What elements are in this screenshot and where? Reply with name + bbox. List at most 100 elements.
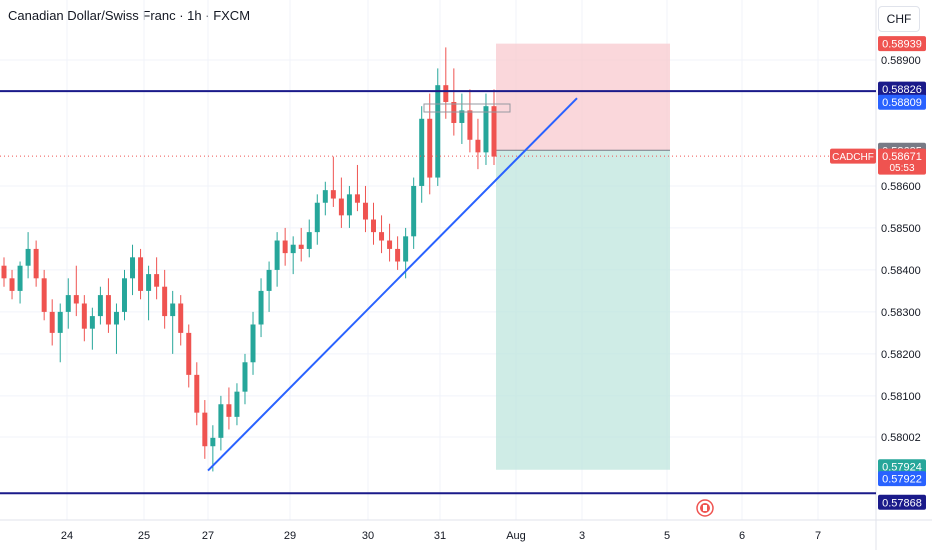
candle-body — [467, 110, 473, 140]
price-tag-bg — [878, 494, 926, 510]
symbol-label-bg — [830, 148, 876, 164]
price-tag-text: 0.57924 — [882, 462, 922, 474]
price-tick-label: 0.58002 — [881, 432, 921, 444]
price-tick-label: 0.58600 — [881, 181, 921, 193]
price-tick-label: 0.58400 — [881, 265, 921, 277]
price-tag-text: 0.57868 — [882, 497, 922, 509]
candle-body — [427, 118, 433, 178]
trendline — [207, 97, 578, 472]
price-tag-bg — [878, 94, 926, 110]
price-tags: 0.589390.588260.588090.586850.579240.579… — [830, 36, 926, 510]
price-tag: 0.57868 — [878, 494, 926, 510]
candle-body — [435, 85, 441, 178]
flag-leaf — [703, 505, 707, 511]
symbol-label-text: CADCHF — [832, 152, 874, 163]
candle-body — [49, 311, 55, 333]
price-tag: 0.57924 — [878, 459, 926, 475]
canada-flag-icon — [696, 499, 714, 517]
time-tick-label: 27 — [202, 530, 214, 542]
candle-body — [290, 244, 296, 254]
candle-body — [17, 265, 23, 291]
time-tick-label: 3 — [579, 530, 585, 542]
candle-body — [178, 303, 184, 333]
take-profit-zone — [496, 150, 670, 470]
annotation-box — [423, 103, 511, 113]
candle-body — [459, 110, 465, 123]
price-tag-text: 0.58939 — [882, 39, 922, 51]
candle-body — [338, 198, 344, 216]
candle-body — [25, 248, 31, 266]
price-tag: 0.57922 — [878, 471, 926, 487]
candle-body — [475, 139, 481, 153]
last-price-tag-text: 0.58671 — [882, 151, 922, 163]
candle-body — [250, 324, 256, 363]
candle-body — [282, 240, 288, 254]
price-tick-label: 0.58100 — [881, 391, 921, 403]
candle-body — [443, 85, 449, 102]
price-tag: 0.58809 — [878, 94, 926, 110]
time-axis: 24 25 27 29 30 31 Aug 3 5 6 7 — [61, 499, 821, 542]
candle-body — [130, 257, 136, 279]
candle-body — [65, 295, 71, 312]
candle-body — [322, 190, 328, 203]
candle-body — [242, 362, 248, 392]
price-tick-label: 0.58500 — [881, 223, 921, 235]
candle-body — [105, 295, 111, 325]
drawings — [0, 90, 876, 495]
candle-body — [274, 240, 280, 270]
candle-body — [154, 274, 160, 287]
candle-body — [306, 232, 312, 249]
position-zones — [496, 43, 670, 470]
stop-loss-zone — [496, 43, 670, 151]
time-tick-label: Aug — [506, 530, 526, 542]
candle-body — [491, 106, 497, 157]
candle-body — [73, 295, 79, 304]
candle-body — [395, 248, 401, 262]
price-tick-label: 0.58300 — [881, 307, 921, 319]
price-tag-bg — [878, 36, 926, 52]
price-tick-label: 0.58900 — [881, 55, 921, 67]
candle-body — [162, 286, 168, 317]
candle-body — [266, 269, 272, 291]
symbol-label: CADCHF — [830, 148, 876, 164]
time-tick-label: 5 — [664, 530, 670, 542]
candle-body — [122, 278, 127, 312]
candle-body — [354, 194, 360, 203]
last-price-tag-countdown: 05:53 — [889, 163, 914, 174]
candle-body — [234, 391, 240, 417]
last-price-tag-bg — [878, 148, 926, 175]
candle-body — [419, 118, 425, 186]
candle-body — [97, 295, 103, 317]
candle-body — [371, 219, 376, 233]
candle-body — [226, 404, 232, 417]
candle-body — [170, 303, 176, 317]
candle-body — [387, 240, 393, 249]
candle-body — [362, 202, 368, 220]
price-tag-bg — [878, 471, 926, 487]
candle-body — [194, 374, 200, 413]
candle-body — [1, 265, 7, 279]
time-tick-label: 29 — [284, 530, 296, 542]
candle-body — [314, 202, 320, 233]
candle-body — [89, 316, 95, 329]
price-tag-bg — [878, 81, 926, 97]
candles — [1, 47, 497, 472]
currency-button[interactable]: CHF — [878, 6, 920, 32]
candle-body — [411, 185, 417, 237]
candle-body — [41, 278, 47, 312]
time-tick-label: 30 — [362, 530, 374, 542]
candle-body — [202, 412, 208, 447]
time-tick-label: 31 — [434, 530, 446, 542]
candle-body — [81, 303, 87, 329]
candle-body — [57, 311, 63, 333]
candle-body — [258, 290, 264, 325]
candle-body — [9, 278, 15, 291]
price-tag: 0.58826 — [878, 81, 926, 97]
candle-body — [346, 194, 352, 216]
price-tag: 0.58939 — [878, 36, 926, 52]
price-tag-text: 0.58809 — [882, 97, 922, 109]
time-tick-label: 24 — [61, 530, 73, 542]
price-tag-bg — [878, 459, 926, 475]
